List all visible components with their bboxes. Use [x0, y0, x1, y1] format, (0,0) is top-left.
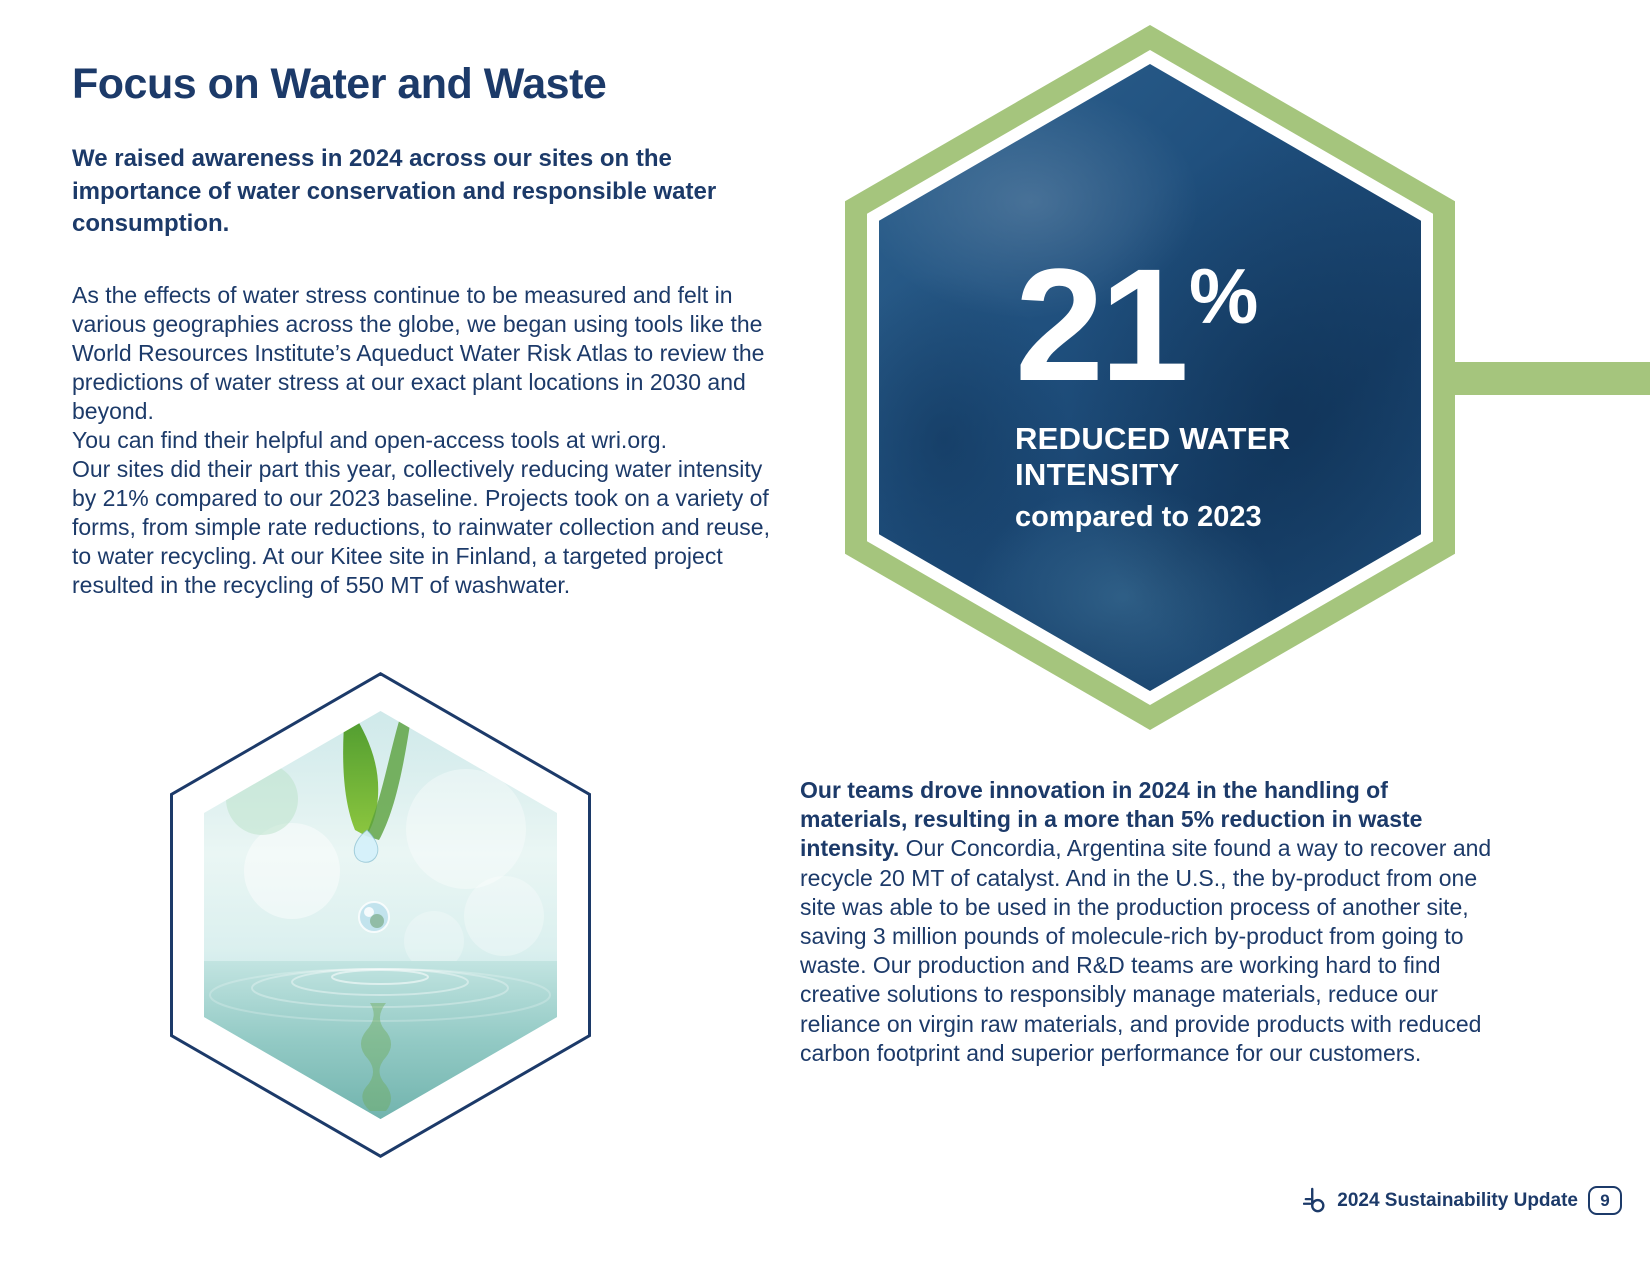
company-logo-icon — [1303, 1187, 1327, 1215]
water-intro-paragraph: We raised awareness in 2024 across our s… — [72, 145, 717, 238]
stat-label-line2: INTENSITY — [1015, 457, 1180, 493]
footer: 2024 Sustainability Update 9 — [1303, 1186, 1622, 1215]
stat-value: 21 % — [1015, 235, 1290, 414]
page-number-badge: 9 — [1588, 1186, 1622, 1215]
waste-intro-bold: Our teams drove innovation in 2024 in th… — [800, 777, 1423, 862]
waste-body: Our Concordia, Argentina site found a wa… — [800, 835, 1492, 1066]
stat-hexagon: 21 % REDUCED WATER INTENSITY compared to… — [845, 25, 1455, 730]
stat-number: 21 — [1015, 235, 1189, 414]
stat-sub-label: compared to 2023 — [1015, 500, 1262, 533]
stat-percent-sign: % — [1188, 252, 1259, 340]
waste-paragraph: Our teams drove innovation in 2024 in th… — [800, 776, 1495, 1068]
page-title: Focus on Water and Waste — [72, 60, 607, 108]
water-body-paragraph: As the effects of water stress continue … — [72, 282, 770, 598]
stat-content: 21 % REDUCED WATER INTENSITY compared to… — [1015, 235, 1290, 534]
stat-label-line1: REDUCED WATER — [1015, 421, 1291, 456]
stat-label: REDUCED WATER INTENSITY — [1015, 421, 1290, 494]
green-connector-bar — [1425, 362, 1650, 395]
footer-brand-text: 2024 Sustainability Update — [1337, 1189, 1578, 1211]
